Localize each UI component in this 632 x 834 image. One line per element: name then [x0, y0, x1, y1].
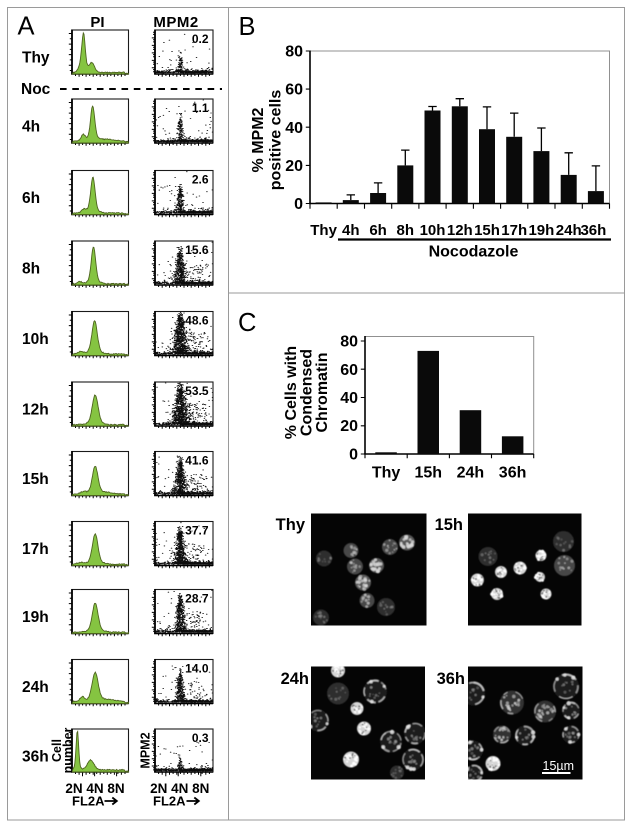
svg-text:2.6: 2.6: [192, 173, 209, 187]
svg-text:37.7: 37.7: [185, 524, 209, 538]
svg-text:0: 0: [349, 447, 358, 464]
svg-text:24h: 24h: [22, 679, 49, 696]
svg-text:41.6: 41.6: [185, 454, 209, 468]
svg-text:Noc: Noc: [21, 81, 51, 98]
svg-text:80: 80: [285, 44, 303, 61]
svg-text:4h: 4h: [342, 222, 360, 239]
svg-text:36h: 36h: [22, 749, 49, 766]
svg-text:0: 0: [294, 196, 303, 213]
svg-text:36h: 36h: [499, 465, 527, 482]
svg-text:10h: 10h: [420, 222, 446, 239]
svg-text:positive cells: positive cells: [268, 90, 285, 191]
svg-text:24h: 24h: [457, 465, 485, 482]
svg-text:24h: 24h: [281, 670, 309, 688]
svg-text:15h: 15h: [474, 222, 500, 239]
svg-text:Condensed: Condensed: [299, 349, 316, 436]
svg-text:1.1: 1.1: [192, 101, 209, 115]
svg-text:48.6: 48.6: [185, 314, 209, 328]
svg-text:15h: 15h: [22, 471, 49, 488]
svg-text:36h: 36h: [437, 670, 465, 688]
svg-text:15h: 15h: [415, 465, 443, 482]
svg-text:60: 60: [285, 82, 303, 99]
svg-text:6h: 6h: [369, 222, 387, 239]
svg-text:12h: 12h: [447, 222, 473, 239]
svg-text:19h: 19h: [22, 609, 49, 626]
svg-text:number: number: [61, 727, 75, 773]
svg-text:% Cells with: % Cells with: [283, 346, 300, 439]
svg-text:% MPM2: % MPM2: [250, 107, 267, 172]
svg-text:FL2A: FL2A: [153, 794, 186, 809]
svg-text:8h: 8h: [22, 261, 40, 278]
svg-text:2N 4N 8N: 2N 4N 8N: [150, 781, 209, 796]
svg-text:40: 40: [340, 390, 358, 407]
svg-text:28.7: 28.7: [185, 592, 209, 606]
svg-text:MPM2: MPM2: [139, 732, 153, 768]
svg-text:Thy: Thy: [372, 465, 401, 482]
svg-text:4h: 4h: [22, 119, 40, 136]
svg-text:Thy: Thy: [310, 222, 337, 239]
svg-text:0.2: 0.2: [192, 32, 209, 46]
svg-text:14.0: 14.0: [185, 662, 209, 676]
svg-text:53.5: 53.5: [185, 384, 209, 398]
svg-text:36h: 36h: [580, 222, 606, 239]
svg-text:20: 20: [285, 158, 303, 175]
svg-text:24h: 24h: [556, 222, 582, 239]
svg-text:6h: 6h: [22, 190, 40, 207]
svg-text:Nocodazole: Nocodazole: [429, 244, 519, 261]
svg-text:60: 60: [340, 362, 358, 379]
svg-text:2N 4N 8N: 2N 4N 8N: [65, 781, 124, 796]
svg-text:10h: 10h: [22, 331, 49, 348]
svg-text:Thy: Thy: [276, 516, 306, 534]
svg-text:Cell: Cell: [50, 739, 64, 762]
svg-text:FL2A: FL2A: [72, 794, 105, 809]
svg-text:C: C: [238, 309, 256, 337]
svg-text:15h: 15h: [435, 516, 463, 534]
svg-text:17h: 17h: [501, 222, 527, 239]
svg-text:15.6: 15.6: [185, 243, 209, 257]
svg-text:40: 40: [285, 120, 303, 137]
svg-text:PI: PI: [90, 14, 104, 31]
svg-text:15µm: 15µm: [543, 759, 575, 773]
svg-text:Thy: Thy: [22, 50, 50, 67]
svg-text:80: 80: [340, 334, 358, 351]
svg-text:B: B: [239, 13, 256, 41]
svg-text:20: 20: [340, 418, 358, 435]
svg-text:8h: 8h: [397, 222, 415, 239]
svg-text:19h: 19h: [528, 222, 554, 239]
svg-text:MPM2: MPM2: [153, 14, 198, 31]
svg-text:A: A: [18, 13, 35, 41]
svg-text:17h: 17h: [22, 541, 49, 558]
svg-text:0.3: 0.3: [192, 731, 209, 745]
svg-text:12h: 12h: [22, 402, 49, 419]
svg-text:Chromatin: Chromatin: [314, 353, 331, 433]
